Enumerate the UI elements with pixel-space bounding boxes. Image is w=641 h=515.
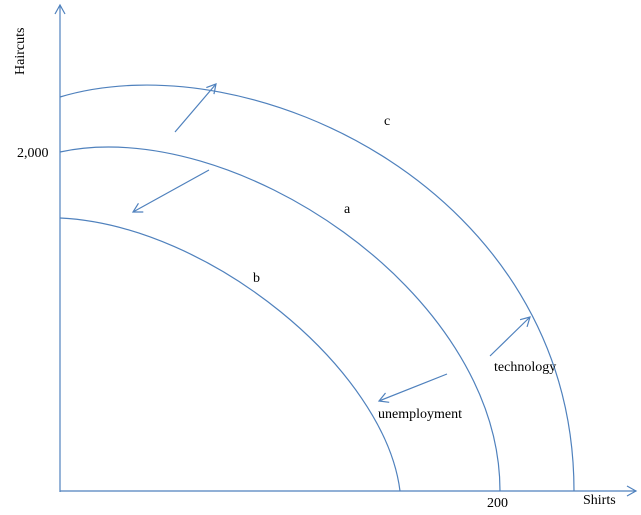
x-axis-label: Shirts [583,493,616,508]
curve-c-label: c [384,114,390,129]
inward-shift-arrow-top [131,169,210,213]
curve-b [59,217,401,492]
curve-c [59,84,575,492]
curve-a-label: a [344,202,351,217]
technology-label: technology [494,360,556,375]
outward-shift-arrow-top [174,83,217,133]
curve-b-label: b [253,271,260,286]
curve-a [59,146,501,492]
x-tick-label: 200 [487,496,508,511]
y-tick-label: 2,000 [17,146,49,161]
y-axis-label: Haircuts [13,28,28,75]
unemployment-label: unemployment [378,407,462,422]
technology-arrow [489,316,531,357]
unemployment-arrow [377,373,448,403]
